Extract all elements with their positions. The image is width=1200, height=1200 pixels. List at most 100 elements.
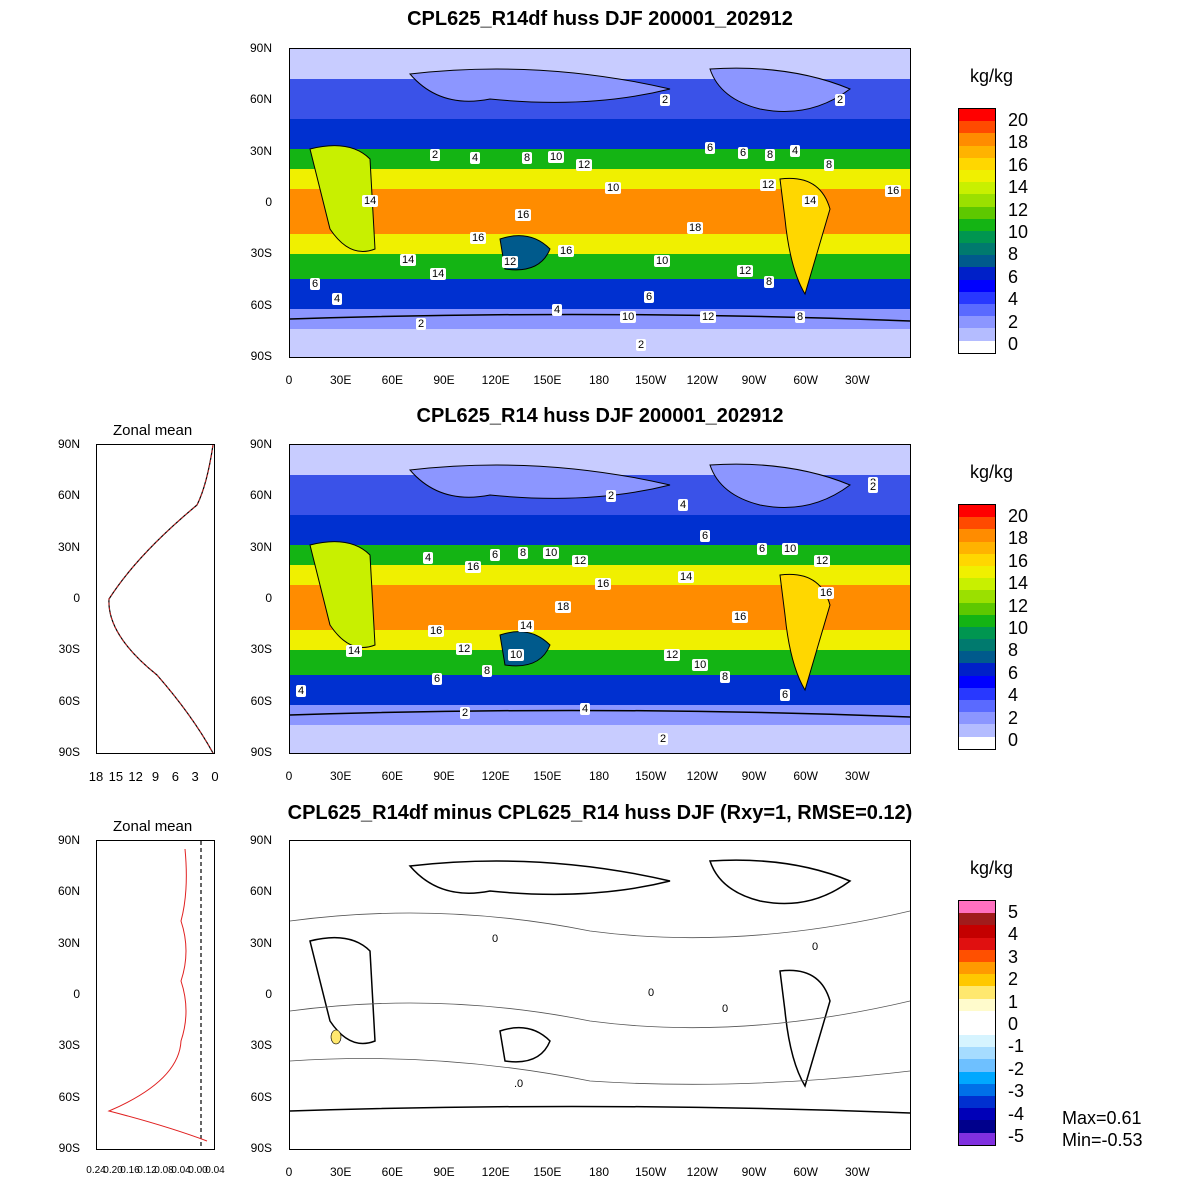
- colorbar-segment: [959, 614, 995, 627]
- colorbar-tick-label: 0: [1008, 1014, 1019, 1034]
- top-contour-label: 8: [522, 152, 533, 164]
- top-unit-label: kg/kg: [970, 66, 1014, 86]
- zonal-lat-tick-label: 60N: [57, 884, 80, 899]
- zonal-x-tick-label: 15: [108, 769, 124, 784]
- zonal-x-tick-label: 0.24: [86, 1165, 106, 1176]
- top-contour-label: 16: [515, 209, 532, 221]
- min-stat: Min=-0.53: [1062, 1130, 1143, 1150]
- middle-contour-label: 16: [428, 625, 445, 637]
- top-contour-label: 14: [430, 268, 447, 280]
- zonal-lat-tick-label: 30N: [57, 539, 80, 554]
- colorbar-segment: [959, 736, 995, 749]
- middle-contour-label: 6: [490, 549, 501, 561]
- middle-contour-label: 18: [555, 601, 572, 613]
- middle-contour-label: 4: [678, 499, 689, 511]
- middle-contour-label: 6: [757, 543, 768, 555]
- colorbar-segment: [959, 279, 995, 292]
- zonal-lat-tick-label: 60N: [57, 488, 80, 503]
- bottom-contour-label: 0: [810, 941, 821, 953]
- middle-contour-label: 12: [456, 643, 473, 655]
- colorbar-segment: [959, 304, 995, 317]
- colorbar-tick-label: 1: [1008, 991, 1019, 1012]
- colorbar-segment: [959, 1120, 995, 1133]
- lon-tick-label: 120W: [686, 769, 718, 783]
- top-contour-label: 12: [700, 311, 717, 323]
- colorbar-segment: [959, 639, 995, 652]
- colorbar-tick-label: 18: [1008, 528, 1029, 549]
- colorbar-segment: [959, 913, 995, 926]
- lat-tick-label: 90S: [250, 1141, 272, 1155]
- colorbar-tick-label: 12: [1008, 595, 1029, 616]
- colorbar-segment: [959, 1022, 995, 1036]
- middle-zonal-mean-plot: [96, 444, 215, 754]
- top-contour-label: 8: [765, 149, 776, 161]
- middle-contour-label: 2: [868, 481, 879, 493]
- top-contour-label: 4: [332, 293, 343, 305]
- top-contour-label: 12: [576, 159, 593, 171]
- colorbar-segment: [959, 949, 995, 962]
- colorbar-segment: [959, 1083, 995, 1096]
- top-contour-label: 2: [430, 149, 441, 161]
- middle-contour-label: 2: [606, 490, 617, 502]
- colorbar-segment: [959, 1059, 995, 1072]
- middle-contour-label: 16: [732, 611, 749, 623]
- lon-tick-label: 120E: [481, 373, 510, 387]
- top-contour-label: 14: [400, 254, 417, 266]
- top-contour-label: 10: [654, 255, 671, 267]
- zonal-x-tick-label: 12: [128, 769, 143, 784]
- top-contour-label: 2: [416, 318, 427, 330]
- colorbar-segment: [959, 651, 995, 664]
- colorbar-tick-label: 0: [1008, 334, 1019, 354]
- top-contour-label: 8: [824, 159, 835, 171]
- colorbar-tick-label: 4: [1008, 924, 1019, 945]
- lon-tick-label: 180: [588, 373, 610, 387]
- top-contour-label: 6: [644, 291, 655, 303]
- colorbar-tick-label: 3: [1008, 946, 1019, 967]
- colorbar-segment: [959, 267, 995, 280]
- colorbar-segment: [959, 700, 995, 713]
- colorbar-segment: [959, 602, 995, 615]
- colorbar-segment: [959, 541, 995, 554]
- colorbar-tick-label: 2: [1008, 969, 1019, 990]
- middle-map-svg: [290, 445, 910, 753]
- colorbar-segment: [959, 1047, 995, 1060]
- zonal-x-tick-label: 0.08: [154, 1165, 174, 1176]
- zonal-x-tick-label: 0.16: [120, 1165, 140, 1176]
- zonal-x-tick-label: 0.20: [103, 1165, 123, 1176]
- bottom-contour-label: 0: [490, 933, 501, 945]
- lat-tick-label: 60S: [250, 1089, 272, 1104]
- colorbar-segment: [959, 340, 995, 353]
- colorbar-segment: [959, 974, 995, 987]
- zonal-lat-tick-label: 90N: [57, 437, 80, 451]
- lat-tick-label: 60S: [250, 297, 272, 312]
- top-contour-label: 16: [885, 185, 902, 197]
- colorbar-segment: [959, 291, 995, 304]
- lon-tick-label: 150W: [634, 769, 667, 783]
- lat-tick-label: 30S: [250, 642, 272, 657]
- colorbar-tick-label: -2: [1008, 1058, 1025, 1079]
- middle-map: 2 4 2 6 8 10 12 16 14 4 6 6 10 12 16 16 …: [289, 444, 911, 754]
- colorbar-segment: [959, 553, 995, 566]
- lon-tick-label: 150W: [634, 1165, 667, 1179]
- lon-tick-label: 60E: [381, 769, 403, 783]
- zonal-lat-tick-label: 30N: [57, 935, 80, 950]
- lat-tick-label: 90N: [249, 41, 272, 55]
- lat-tick-label: 0: [265, 591, 272, 605]
- middle-contour-label: 4: [580, 703, 591, 715]
- bottom-panel-title: CPL625_R14df minus CPL625_R14 huss DJF (…: [287, 802, 913, 824]
- bottom-colorbar: [958, 900, 996, 1146]
- colorbar-tick-label: 20: [1008, 110, 1029, 130]
- middle-unit-label: kg/kg: [970, 462, 1014, 482]
- colorbar-segment: [959, 255, 995, 268]
- colorbar-segment: [959, 724, 995, 737]
- colorbar-segment: [959, 243, 995, 256]
- top-contour-label: 6: [705, 142, 716, 154]
- middle-contour-label: 4: [296, 685, 307, 697]
- middle-contour-label: 14: [678, 571, 695, 583]
- colorbar-segment: [959, 565, 995, 579]
- colorbar-segment: [959, 230, 995, 244]
- zonal-lat-tick-label: 90S: [58, 745, 80, 759]
- lon-tick-label: 150E: [533, 1165, 562, 1179]
- middle-contour-label: 4: [423, 552, 434, 564]
- middle-contour-label: 12: [814, 555, 831, 567]
